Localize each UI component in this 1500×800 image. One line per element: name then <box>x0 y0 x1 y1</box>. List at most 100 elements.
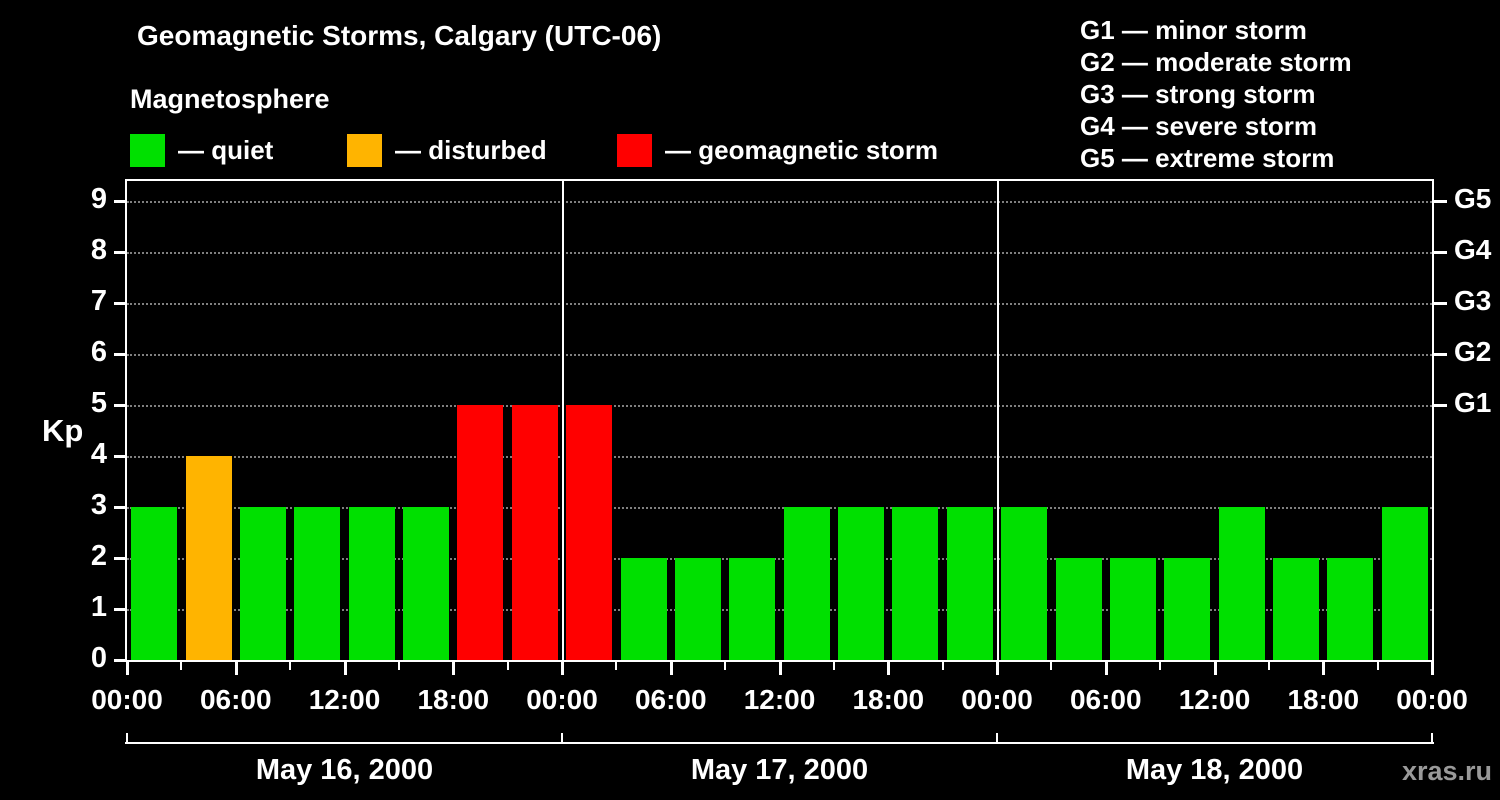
subtitle-magnetosphere: Magnetosphere <box>130 84 330 114</box>
legend-item-quiet: — quiet <box>130 132 273 168</box>
x-axis-minor-tick <box>289 662 292 670</box>
kp-bar <box>674 558 721 660</box>
x-axis-tick <box>1431 662 1434 675</box>
x-axis-minor-tick <box>180 662 183 670</box>
gridline <box>127 303 1432 305</box>
y-tick-label: 4 <box>90 438 107 470</box>
x-axis-tick <box>778 662 782 675</box>
x-axis-tick <box>452 662 456 675</box>
y-axis-tick <box>114 659 127 662</box>
right-axis-line <box>1432 179 1434 662</box>
legend-label-storm: — geomagnetic storm <box>665 134 939 165</box>
x-axis-minor-tick <box>832 662 835 670</box>
legend-label-quiet: — quiet <box>178 134 274 165</box>
gridline <box>127 507 1432 509</box>
x-tick-label: 06:00 <box>1069 684 1142 715</box>
plot-top-border <box>125 179 1434 181</box>
legend-label-disturbed: — disturbed <box>395 134 547 165</box>
kp-bar <box>1218 507 1265 660</box>
x-tick-label: 06:00 <box>634 684 707 715</box>
right-axis-tick <box>1434 353 1447 356</box>
gridline <box>127 456 1432 458</box>
x-axis-minor-tick <box>1050 662 1053 670</box>
gridline <box>127 405 1432 407</box>
g-level-label: G2 <box>1454 336 1492 367</box>
gridline <box>127 252 1432 254</box>
kp-bar <box>511 405 558 660</box>
legend-item-storm: — geomagnetic storm <box>617 132 938 168</box>
gridline <box>127 201 1432 203</box>
y-axis-tick <box>114 455 127 458</box>
storm-swatch-icon <box>617 133 652 167</box>
x-tick-label: 00:00 <box>961 684 1033 715</box>
x-axis-tick <box>887 662 891 675</box>
x-tick-label: 18:00 <box>852 684 925 715</box>
kp-bar <box>946 507 993 660</box>
y-tick-label: 2 <box>90 540 107 572</box>
x-axis-minor-tick <box>1376 662 1379 670</box>
x-axis-minor-tick <box>724 662 727 670</box>
date-axis-tick <box>126 733 128 742</box>
y-axis-label: Kp <box>42 413 84 448</box>
y-tick-label: 6 <box>90 336 107 368</box>
x-axis-line <box>125 660 1434 662</box>
y-tick-label: 1 <box>90 591 107 623</box>
y-axis-tick <box>114 404 127 407</box>
quiet-swatch-icon <box>130 133 165 167</box>
x-tick-label: 00:00 <box>1396 684 1468 715</box>
y-tick-label: 8 <box>90 234 107 266</box>
kp-bar <box>1381 507 1428 660</box>
kp-bar <box>457 405 504 660</box>
y-axis-line <box>125 179 127 662</box>
x-tick-label: 12:00 <box>308 684 381 715</box>
kp-bar <box>403 507 450 660</box>
right-axis-tick <box>1434 200 1447 203</box>
x-axis-minor-tick <box>397 662 400 670</box>
x-axis-tick <box>669 662 673 675</box>
x-axis-minor-tick <box>1159 662 1162 670</box>
g-level-label: G5 <box>1454 183 1492 214</box>
g-scale-line-g5: G5 — extreme storm <box>1080 143 1335 173</box>
gridline <box>127 609 1432 611</box>
date-axis-line <box>125 742 1434 744</box>
kp-bar <box>892 507 939 660</box>
g-level-label: G1 <box>1454 387 1492 418</box>
kp-color-legend: — quiet — disturbed — geomagnetic storm <box>130 132 1080 168</box>
x-axis-tick <box>343 662 347 675</box>
y-axis-tick <box>114 608 127 611</box>
y-axis-tick <box>114 200 127 203</box>
kp-bar <box>131 507 178 660</box>
y-tick-label: 9 <box>90 183 107 215</box>
right-axis-tick <box>1434 251 1447 254</box>
date-axis-tick <box>996 733 998 742</box>
kp-bar <box>348 507 395 660</box>
x-axis-tick <box>126 662 129 675</box>
y-tick-label: 5 <box>90 387 107 419</box>
x-tick-label: 00:00 <box>526 684 598 715</box>
date-axis-tick <box>1431 733 1433 742</box>
g-scale-line-g1: G1 — minor storm <box>1080 15 1307 45</box>
y-axis-tick <box>114 506 127 509</box>
x-tick-label: 18:00 <box>1287 684 1360 715</box>
g-scale-line-g4: G4 — severe storm <box>1080 111 1318 141</box>
g-scale-line-g2: G2 — moderate storm <box>1080 47 1352 77</box>
y-axis-tick <box>114 353 127 356</box>
x-tick-label: 12:00 <box>1178 684 1251 715</box>
x-axis-minor-tick <box>506 662 509 670</box>
g-scale-legend: G1 — minor storm G2 — moderate storm G3 … <box>1080 14 1352 174</box>
kp-bar <box>1055 558 1102 660</box>
kp-bar <box>1164 558 1211 660</box>
kp-bar <box>239 507 286 660</box>
kp-bar <box>838 507 885 660</box>
x-tick-label: 12:00 <box>743 684 816 715</box>
x-axis-tick <box>1213 662 1217 675</box>
kp-bar <box>1327 558 1374 660</box>
x-axis-minor-tick <box>615 662 618 670</box>
date-axis-tick <box>561 733 563 742</box>
gridline <box>127 558 1432 560</box>
date-label: May 16, 2000 <box>255 754 434 786</box>
legend-item-disturbed: — disturbed <box>347 132 547 168</box>
y-tick-label: 0 <box>90 642 107 674</box>
x-axis-tick <box>561 662 564 675</box>
